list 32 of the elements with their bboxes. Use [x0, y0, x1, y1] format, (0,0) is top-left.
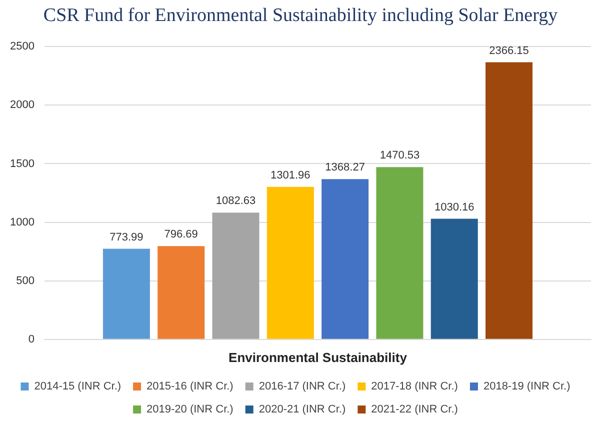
- legend-label: 2014-15 (INR Cr.): [34, 380, 122, 393]
- data-label: 1301.96: [270, 169, 310, 182]
- y-tick-label: 2500: [10, 40, 34, 53]
- data-label: 773.99: [110, 231, 144, 244]
- data-label: 1030.16: [434, 201, 474, 214]
- data-label: 2366.15: [489, 44, 529, 57]
- bar: [430, 218, 478, 339]
- legend-label: 2020-21 (INR Cr.): [258, 404, 346, 416]
- legend-label: 2016-17 (INR Cr.): [258, 380, 346, 393]
- data-label: 796.69: [164, 228, 198, 241]
- y-tick-label: 2000: [10, 99, 34, 112]
- bar: [158, 246, 205, 339]
- data-label: 1368.27: [325, 162, 365, 174]
- legend-label: 2015-16 (INR Cr.): [146, 380, 234, 393]
- bar: [102, 248, 150, 339]
- bar: [266, 186, 314, 339]
- legend-label: 2021-22 (INR Cr.): [371, 404, 458, 416]
- bar: [322, 179, 369, 339]
- data-label: 1082.63: [216, 195, 256, 208]
- legend-label: 2018-19 (INR Cr.): [483, 380, 570, 393]
- y-tick-label: 500: [16, 274, 34, 287]
- bar: [486, 62, 533, 339]
- y-tick-label: 1000: [10, 216, 34, 228]
- y-tick-label: 0: [28, 333, 34, 346]
- bar: [376, 167, 424, 339]
- y-tick-label: 1500: [10, 158, 34, 170]
- data-label: 1470.53: [380, 150, 420, 162]
- bar: [212, 212, 260, 339]
- legend-label: 2019-20 (INR Cr.): [146, 404, 234, 416]
- legend-label: 2017-18 (INR Cr.): [371, 380, 458, 393]
- x-tick-label: Environmental Sustainability: [228, 350, 408, 365]
- chart-title: CSR Fund for Environmental Sustainability including Solar Energy: [42, 4, 559, 28]
